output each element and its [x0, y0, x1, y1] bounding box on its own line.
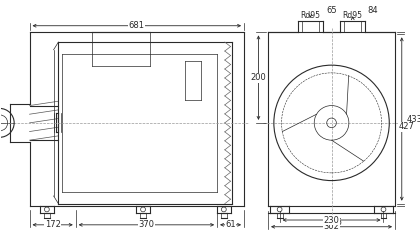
Text: 681: 681 — [129, 21, 145, 30]
Text: 370: 370 — [139, 220, 155, 229]
Text: 230: 230 — [324, 216, 339, 224]
Text: Rd95: Rd95 — [343, 11, 363, 20]
Text: 302: 302 — [324, 222, 339, 231]
Text: 427: 427 — [399, 122, 415, 131]
Text: 200: 200 — [251, 73, 266, 82]
Text: 65: 65 — [326, 6, 337, 15]
Text: Rd95: Rd95 — [300, 11, 320, 20]
Text: M16: M16 — [325, 218, 342, 227]
Text: 433: 433 — [406, 114, 420, 124]
Text: 61: 61 — [225, 220, 236, 229]
Text: 84: 84 — [368, 6, 378, 15]
Text: 172: 172 — [45, 220, 60, 229]
